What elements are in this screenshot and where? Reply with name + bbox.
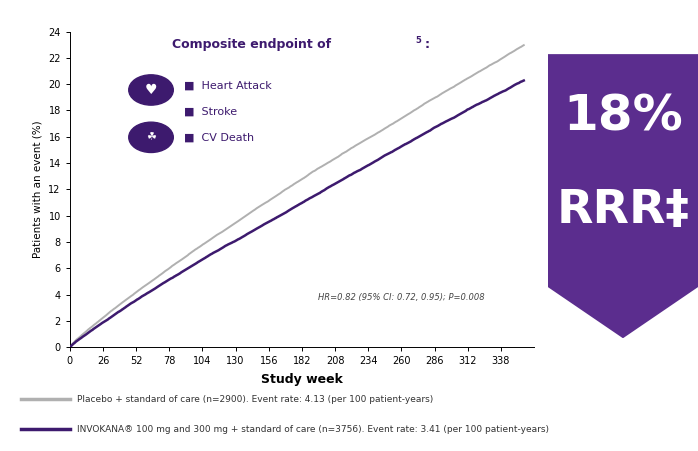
Polygon shape <box>548 54 698 338</box>
Text: RRR‡: RRR‡ <box>556 188 690 233</box>
Text: Placebo + standard of care (n=2900). Event rate: 4.13 (per 100 patient-years): Placebo + standard of care (n=2900). Eve… <box>77 395 433 404</box>
Circle shape <box>128 122 173 152</box>
Y-axis label: Patients with an event (%): Patients with an event (%) <box>33 120 43 258</box>
Text: ☘: ☘ <box>146 132 156 143</box>
Text: 18%: 18% <box>563 92 683 141</box>
Circle shape <box>128 75 173 105</box>
Text: ♥: ♥ <box>144 83 157 97</box>
Text: Composite endpoint of: Composite endpoint of <box>172 38 331 51</box>
Text: 5: 5 <box>415 37 422 45</box>
Text: ■  Heart Attack: ■ Heart Attack <box>184 80 272 90</box>
X-axis label: Study week: Study week <box>261 373 343 386</box>
Text: ■  CV Death: ■ CV Death <box>184 132 253 143</box>
Text: INVOKANA® 100 mg and 300 mg + standard of care (n=3756). Event rate: 3.41 (per 1: INVOKANA® 100 mg and 300 mg + standard o… <box>77 425 549 434</box>
Text: HR=0.82 (95% CI: 0.72, 0.95); P=0.008: HR=0.82 (95% CI: 0.72, 0.95); P=0.008 <box>318 293 485 302</box>
Text: :: : <box>425 38 430 51</box>
Text: ■  Stroke: ■ Stroke <box>184 107 237 117</box>
Text: CANVAS: CANVAS <box>591 20 655 34</box>
